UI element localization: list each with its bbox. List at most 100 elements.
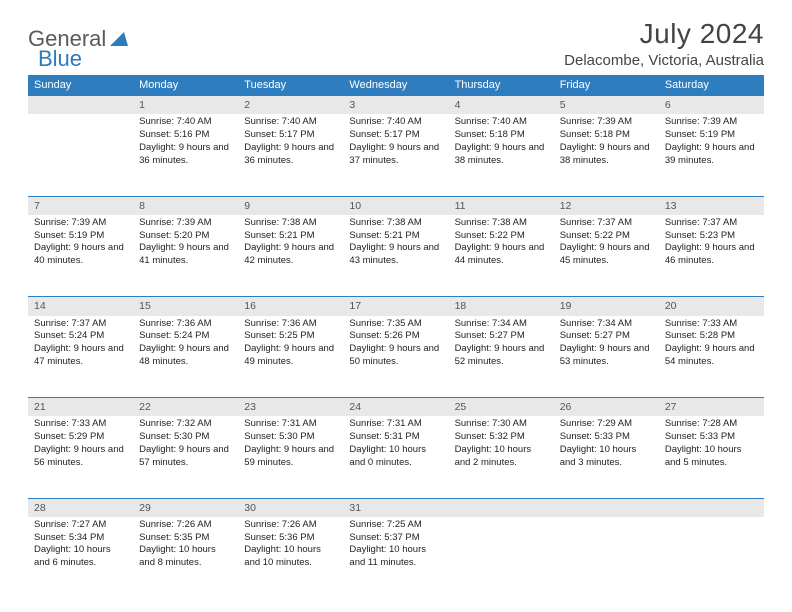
sunrise-line: Sunrise: 7:40 AM — [349, 116, 442, 129]
day-content-row: Sunrise: 7:40 AMSunset: 5:16 PMDaylight:… — [28, 114, 764, 196]
location-text: Delacombe, Victoria, Australia — [564, 52, 764, 69]
day-cell: Sunrise: 7:37 AMSunset: 5:22 PMDaylight:… — [554, 215, 659, 297]
day-number-row: 123456 — [28, 96, 764, 115]
sunset-line: Sunset: 5:16 PM — [139, 129, 232, 142]
day-number-cell: 4 — [449, 96, 554, 115]
sunrise-line: Sunrise: 7:37 AM — [665, 217, 758, 230]
sunrise-line: Sunrise: 7:38 AM — [349, 217, 442, 230]
daylight-line: Daylight: 9 hours and 48 minutes. — [139, 343, 232, 369]
day-number-cell: 12 — [554, 196, 659, 215]
weekday-header: Wednesday — [343, 75, 448, 96]
sunrise-line: Sunrise: 7:39 AM — [665, 116, 758, 129]
daylight-line: Daylight: 9 hours and 52 minutes. — [455, 343, 548, 369]
sunrise-line: Sunrise: 7:33 AM — [665, 318, 758, 331]
sunset-line: Sunset: 5:26 PM — [349, 330, 442, 343]
day-number-cell: 14 — [28, 297, 133, 316]
sunset-line: Sunset: 5:27 PM — [455, 330, 548, 343]
day-number-cell: 9 — [238, 196, 343, 215]
day-cell: Sunrise: 7:40 AMSunset: 5:17 PMDaylight:… — [238, 114, 343, 196]
sunrise-line: Sunrise: 7:39 AM — [560, 116, 653, 129]
sunset-line: Sunset: 5:24 PM — [139, 330, 232, 343]
daylight-line: Daylight: 10 hours and 0 minutes. — [349, 444, 442, 470]
sunrise-line: Sunrise: 7:40 AM — [139, 116, 232, 129]
day-cell: Sunrise: 7:28 AMSunset: 5:33 PMDaylight:… — [659, 416, 764, 498]
day-cell: Sunrise: 7:37 AMSunset: 5:23 PMDaylight:… — [659, 215, 764, 297]
weekday-header-row: Sunday Monday Tuesday Wednesday Thursday… — [28, 75, 764, 96]
day-number-cell: 23 — [238, 398, 343, 417]
daylight-line: Daylight: 9 hours and 36 minutes. — [139, 142, 232, 168]
day-number-cell: 16 — [238, 297, 343, 316]
daylight-line: Daylight: 9 hours and 41 minutes. — [139, 242, 232, 268]
sunrise-line: Sunrise: 7:34 AM — [560, 318, 653, 331]
day-cell — [554, 517, 659, 599]
sunrise-line: Sunrise: 7:31 AM — [244, 418, 337, 431]
day-cell: Sunrise: 7:38 AMSunset: 5:21 PMDaylight:… — [238, 215, 343, 297]
sunset-line: Sunset: 5:17 PM — [244, 129, 337, 142]
sunrise-line: Sunrise: 7:38 AM — [244, 217, 337, 230]
day-cell: Sunrise: 7:26 AMSunset: 5:35 PMDaylight:… — [133, 517, 238, 599]
sunset-line: Sunset: 5:22 PM — [560, 230, 653, 243]
daylight-line: Daylight: 9 hours and 59 minutes. — [244, 444, 337, 470]
sunset-line: Sunset: 5:37 PM — [349, 532, 442, 545]
day-cell: Sunrise: 7:26 AMSunset: 5:36 PMDaylight:… — [238, 517, 343, 599]
day-number-cell: 8 — [133, 196, 238, 215]
daylight-line: Daylight: 9 hours and 36 minutes. — [244, 142, 337, 168]
sunset-line: Sunset: 5:35 PM — [139, 532, 232, 545]
sunset-line: Sunset: 5:18 PM — [560, 129, 653, 142]
day-number-cell: 26 — [554, 398, 659, 417]
sunrise-line: Sunrise: 7:31 AM — [349, 418, 442, 431]
sunset-line: Sunset: 5:31 PM — [349, 431, 442, 444]
daylight-line: Daylight: 9 hours and 44 minutes. — [455, 242, 548, 268]
sunrise-line: Sunrise: 7:36 AM — [139, 318, 232, 331]
day-number-cell — [449, 498, 554, 517]
sunrise-line: Sunrise: 7:40 AM — [455, 116, 548, 129]
day-number-cell: 3 — [343, 96, 448, 115]
day-cell: Sunrise: 7:39 AMSunset: 5:18 PMDaylight:… — [554, 114, 659, 196]
day-cell: Sunrise: 7:33 AMSunset: 5:29 PMDaylight:… — [28, 416, 133, 498]
day-number-cell: 2 — [238, 96, 343, 115]
day-cell: Sunrise: 7:29 AMSunset: 5:33 PMDaylight:… — [554, 416, 659, 498]
sunset-line: Sunset: 5:32 PM — [455, 431, 548, 444]
day-number-cell: 31 — [343, 498, 448, 517]
weekday-header: Friday — [554, 75, 659, 96]
day-cell — [659, 517, 764, 599]
sunrise-line: Sunrise: 7:28 AM — [665, 418, 758, 431]
day-cell: Sunrise: 7:34 AMSunset: 5:27 PMDaylight:… — [554, 316, 659, 398]
day-cell: Sunrise: 7:32 AMSunset: 5:30 PMDaylight:… — [133, 416, 238, 498]
daylight-line: Daylight: 10 hours and 10 minutes. — [244, 544, 337, 570]
sunrise-line: Sunrise: 7:38 AM — [455, 217, 548, 230]
day-number-cell: 15 — [133, 297, 238, 316]
daylight-line: Daylight: 9 hours and 40 minutes. — [34, 242, 127, 268]
day-number-cell — [554, 498, 659, 517]
daylight-line: Daylight: 9 hours and 46 minutes. — [665, 242, 758, 268]
day-number-cell: 20 — [659, 297, 764, 316]
day-number-cell: 13 — [659, 196, 764, 215]
title-block: July 2024 Delacombe, Victoria, Australia — [564, 18, 764, 69]
sunset-line: Sunset: 5:24 PM — [34, 330, 127, 343]
day-cell: Sunrise: 7:37 AMSunset: 5:24 PMDaylight:… — [28, 316, 133, 398]
weekday-header: Sunday — [28, 75, 133, 96]
day-cell: Sunrise: 7:35 AMSunset: 5:26 PMDaylight:… — [343, 316, 448, 398]
day-cell: Sunrise: 7:31 AMSunset: 5:31 PMDaylight:… — [343, 416, 448, 498]
daylight-line: Daylight: 9 hours and 38 minutes. — [455, 142, 548, 168]
daylight-line: Daylight: 9 hours and 50 minutes. — [349, 343, 442, 369]
sunset-line: Sunset: 5:34 PM — [34, 532, 127, 545]
sunrise-line: Sunrise: 7:30 AM — [455, 418, 548, 431]
day-cell: Sunrise: 7:39 AMSunset: 5:19 PMDaylight:… — [28, 215, 133, 297]
sunset-line: Sunset: 5:21 PM — [244, 230, 337, 243]
sunset-line: Sunset: 5:36 PM — [244, 532, 337, 545]
sunrise-line: Sunrise: 7:25 AM — [349, 519, 442, 532]
day-number-cell: 24 — [343, 398, 448, 417]
daylight-line: Daylight: 9 hours and 47 minutes. — [34, 343, 127, 369]
day-number-cell: 21 — [28, 398, 133, 417]
day-cell: Sunrise: 7:38 AMSunset: 5:21 PMDaylight:… — [343, 215, 448, 297]
day-cell: Sunrise: 7:27 AMSunset: 5:34 PMDaylight:… — [28, 517, 133, 599]
day-number-cell: 27 — [659, 398, 764, 417]
logo-triangle-icon — [110, 32, 128, 51]
daylight-line: Daylight: 10 hours and 11 minutes. — [349, 544, 442, 570]
sunrise-line: Sunrise: 7:35 AM — [349, 318, 442, 331]
day-cell: Sunrise: 7:34 AMSunset: 5:27 PMDaylight:… — [449, 316, 554, 398]
sunrise-line: Sunrise: 7:40 AM — [244, 116, 337, 129]
day-number-cell: 18 — [449, 297, 554, 316]
sunset-line: Sunset: 5:22 PM — [455, 230, 548, 243]
